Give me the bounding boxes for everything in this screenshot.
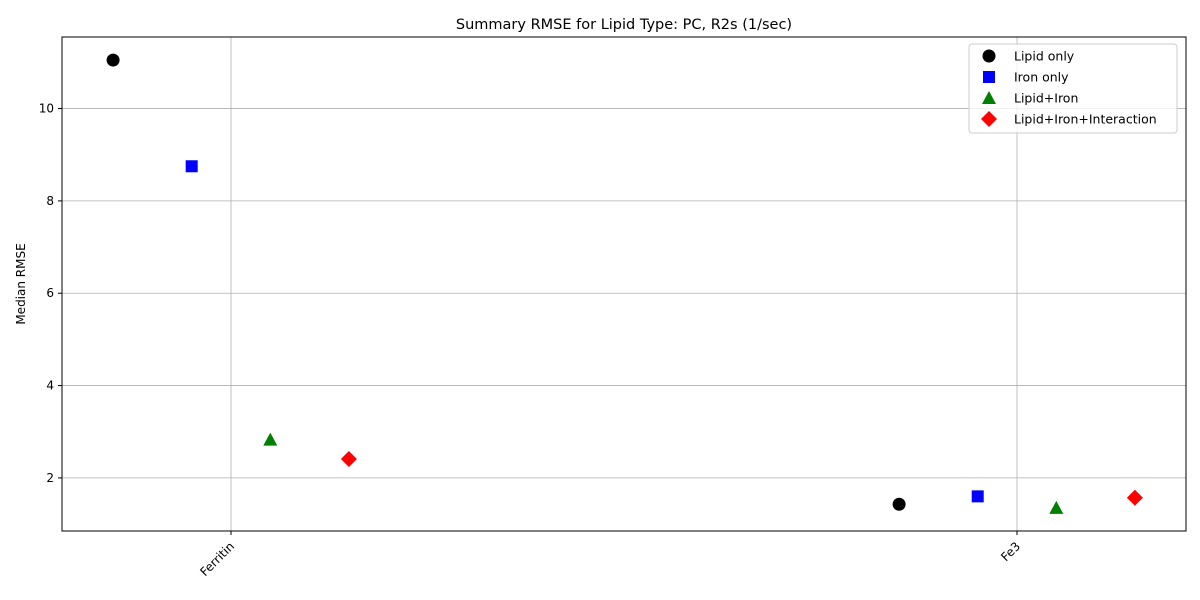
- y-tick-label: 8: [46, 194, 54, 208]
- y-tick-label: 6: [46, 286, 54, 300]
- legend-entry-label: Iron only: [1014, 70, 1069, 85]
- y-tick-label: 4: [46, 379, 54, 393]
- marker-layer: [106, 53, 1143, 514]
- y-tick-label: 2: [46, 471, 54, 485]
- data-point-circle: [892, 497, 906, 511]
- grid-layer: [62, 37, 1186, 531]
- data-point-triangle: [1049, 500, 1064, 514]
- chart-title: Summary RMSE for Lipid Type: PC, R2s (1/…: [456, 17, 792, 33]
- data-point-square: [185, 160, 198, 173]
- legend-entry-label: Lipid+Iron+Interaction: [1014, 112, 1157, 127]
- legend-entry-label: Lipid+Iron: [1014, 91, 1078, 106]
- x-tick-label: Ferritin: [197, 539, 237, 579]
- y-tick-label: 10: [39, 102, 54, 116]
- data-point-circle: [106, 53, 120, 67]
- data-point-triangle: [263, 432, 278, 446]
- legend-marker-circle: [982, 49, 996, 63]
- legend-marker-diamond: [981, 111, 997, 127]
- legend: Lipid only Iron only Lipid+Iron Lipid+Iron+…: [968, 43, 1178, 134]
- legend-frame: [968, 43, 1178, 134]
- plot-frame: [61, 36, 1187, 532]
- tick-layer: 2 4 6 8 10 Ferritin Fe3: [39, 102, 1023, 579]
- legend-entry-label: Lipid only: [1014, 49, 1075, 64]
- y-axis-label: Median RMSE: [14, 243, 28, 324]
- x-tick-label: Fe3: [998, 539, 1023, 564]
- data-point-square: [971, 490, 984, 503]
- data-point-diamond: [340, 450, 357, 467]
- legend-marker-triangle: [982, 91, 996, 104]
- legend-marker-square: [983, 71, 995, 83]
- data-point-diamond: [1126, 489, 1143, 506]
